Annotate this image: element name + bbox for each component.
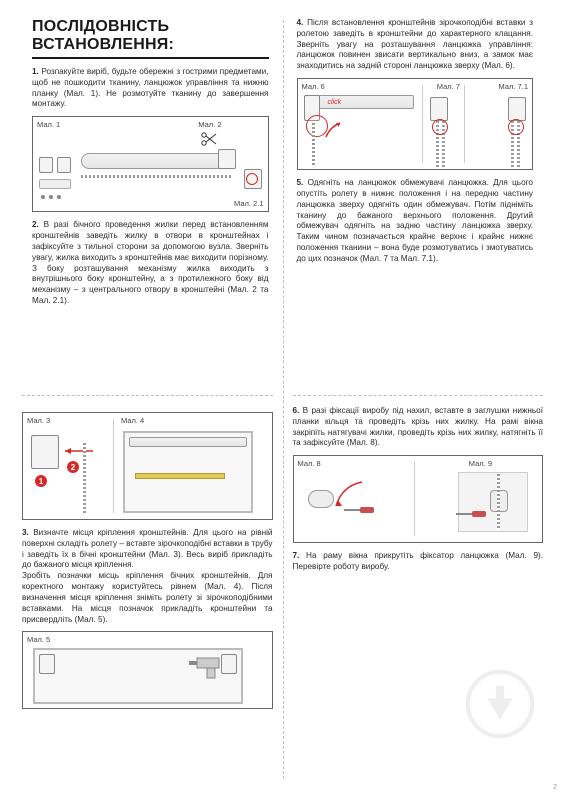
chain-9: [497, 474, 500, 530]
part-dot-3: [57, 195, 61, 199]
chain-3: [83, 443, 86, 513]
fig3-label: Мал. 3: [27, 416, 50, 425]
fig89-div: [414, 462, 415, 536]
part-bracket-a: [39, 157, 53, 173]
fig4-label: Мал. 4: [121, 416, 144, 425]
roller-tube: [81, 153, 231, 169]
tensioner-8: [308, 490, 334, 508]
part-bar: [39, 179, 71, 189]
step-1-text: 1. Розпакуйте виріб, будьте обережні з г…: [32, 67, 269, 110]
window-frame-4: [123, 431, 253, 513]
fig6-label: Мал. 6: [302, 82, 325, 91]
step-3-text: 3. Визначте місця кріплення кронштейнів.…: [22, 528, 273, 625]
part-bracket-b: [57, 157, 71, 173]
page-title: ПОСЛІДОВНІСТЬ ВСТАНОВЛЕННЯ:: [32, 18, 269, 59]
blind-tube-6: [304, 95, 414, 109]
badge-1: 1: [35, 475, 47, 487]
right-column: 4. Після встановлення кронштейнів зірочк…: [283, 18, 544, 781]
part-dot-1: [41, 195, 45, 199]
arrow-red-6: [324, 121, 346, 143]
bracket-71: [508, 97, 526, 121]
hdash-left: [22, 395, 273, 396]
watermark-icon: [465, 669, 535, 739]
hdash-right: [293, 395, 544, 396]
drill-icon: [187, 644, 223, 680]
fig5-label: Мал. 5: [27, 635, 50, 644]
fig7-label: Мал. 7: [437, 82, 460, 91]
figure-3-4-box: Мал. 3 Мал. 4 1 2: [22, 412, 273, 520]
step-7-text: 7. На раму вікна прикрутіть фіксатор лан…: [293, 551, 544, 573]
part-dot-2: [49, 195, 53, 199]
badge-2: 2: [67, 461, 79, 473]
figure-1-2-box: Мал. 1 Мал. 2 Мал. 2.1: [32, 116, 269, 212]
bracket-3: [31, 435, 59, 469]
step-5-text: 5. Одягніть на ланцюжок обмежувачі ланцю…: [297, 178, 534, 265]
lower-left: Мал. 3 Мал. 4 1 2 3. Визначте місця кріп…: [22, 406, 273, 709]
lower-right: 6. В разі фіксації виробу під нахил, вст…: [293, 406, 544, 573]
fig2-label: Мал. 2: [198, 120, 221, 129]
bracket-7: [430, 97, 448, 121]
screwdriver-icon-8: [342, 500, 376, 520]
instruction-page: ПОСЛІДОВНІСТЬ ВСТАНОВЛЕННЯ: 1. Розпакуйт…: [0, 0, 565, 799]
blind-4: [129, 437, 247, 447]
figure-5-box: Мал. 5: [22, 631, 273, 709]
bracket-5r: [221, 654, 237, 674]
fig8-label: Мал. 8: [298, 459, 321, 468]
bracket-5l: [39, 654, 55, 674]
step-4-text: 4. Після встановлення кронштейнів зірочк…: [297, 18, 534, 72]
highlight-circle-21: [246, 173, 258, 185]
chain-horiz: [81, 175, 231, 178]
fig-inner-div-2: [464, 85, 465, 163]
window-frame-5: [33, 648, 243, 704]
fig71-label: Мал. 7.1: [499, 82, 528, 91]
chain-6: [312, 123, 315, 167]
step-2-text: 2. В разі бічного проведення жилки перед…: [32, 220, 269, 307]
highlight-circle-71: [508, 119, 524, 135]
fig-inner-div-1: [422, 85, 423, 163]
fig1-label: Мал. 1: [37, 120, 60, 129]
fig21-label: Мал. 2.1: [234, 199, 263, 208]
click-label: click: [328, 99, 342, 106]
fig9-label: Мал. 9: [469, 459, 492, 468]
page-number: 2: [553, 784, 557, 791]
vertical-divider: [283, 20, 284, 779]
step-6-text: 6. В разі фіксації виробу під нахил, вст…: [293, 406, 544, 449]
fig34-div: [113, 419, 114, 513]
screwdriver-icon-9: [454, 504, 488, 524]
figure-6-7-box: Мал. 6 Мал. 7 Мал. 7.1 click: [297, 78, 534, 170]
figure-8-9-box: Мал. 8 Мал. 9: [293, 455, 544, 543]
bracket-r1: [218, 149, 236, 169]
highlight-circle-7: [432, 119, 448, 135]
scissors-icon: [200, 131, 218, 149]
level-tool: [135, 473, 225, 479]
